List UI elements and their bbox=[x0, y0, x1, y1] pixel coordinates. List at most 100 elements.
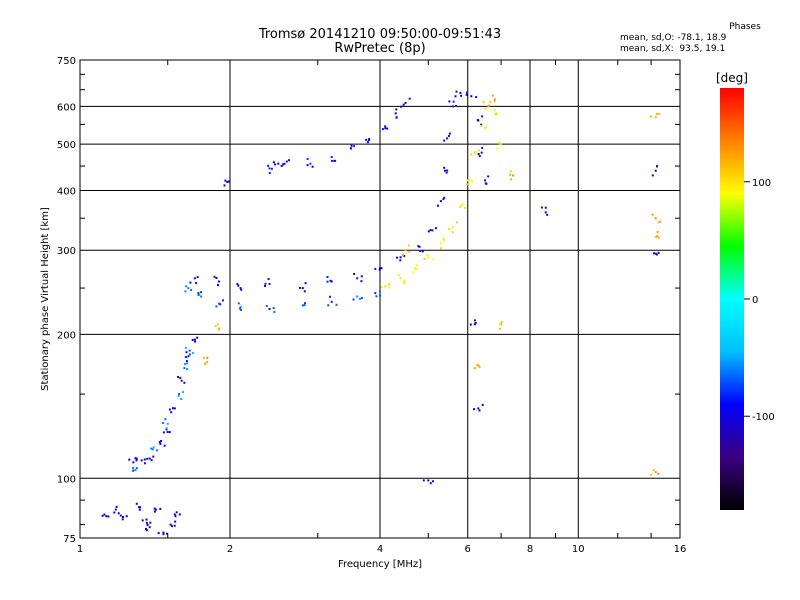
data-point bbox=[183, 367, 186, 370]
data-point bbox=[204, 362, 206, 365]
data-point bbox=[399, 259, 402, 262]
data-point bbox=[651, 174, 654, 177]
data-point bbox=[183, 381, 186, 384]
data-point bbox=[304, 302, 306, 305]
data-point bbox=[652, 252, 655, 255]
data-point bbox=[656, 112, 659, 115]
y-tick-label: 100 bbox=[57, 474, 76, 485]
data-point bbox=[185, 362, 188, 365]
colorbar-tick-label: -100 bbox=[752, 412, 775, 423]
data-point bbox=[456, 221, 459, 224]
data-point bbox=[493, 100, 496, 103]
data-points-layer bbox=[101, 90, 662, 536]
data-point bbox=[361, 297, 363, 299]
data-point bbox=[145, 518, 148, 521]
data-point bbox=[374, 267, 377, 270]
data-point bbox=[481, 403, 484, 406]
data-point bbox=[464, 207, 467, 209]
data-point bbox=[379, 267, 381, 270]
data-point bbox=[461, 202, 464, 205]
data-point bbox=[478, 155, 481, 158]
data-point bbox=[404, 249, 407, 252]
data-point bbox=[491, 94, 494, 97]
data-point bbox=[197, 292, 200, 295]
data-point bbox=[330, 156, 333, 158]
x-tick-label: 16 bbox=[674, 544, 687, 555]
data-point bbox=[194, 340, 197, 343]
data-point bbox=[381, 128, 384, 131]
data-point bbox=[175, 511, 178, 514]
data-point bbox=[429, 229, 432, 232]
data-point bbox=[217, 302, 220, 305]
data-point bbox=[359, 297, 362, 300]
data-point bbox=[162, 431, 165, 434]
data-point bbox=[546, 213, 549, 216]
data-point bbox=[299, 286, 301, 289]
data-point bbox=[285, 160, 288, 163]
data-point bbox=[223, 184, 226, 187]
data-point bbox=[656, 165, 658, 168]
data-point bbox=[152, 455, 155, 458]
data-point bbox=[485, 182, 488, 185]
data-point bbox=[402, 103, 405, 106]
data-point bbox=[168, 431, 171, 434]
data-point bbox=[274, 163, 277, 166]
data-point bbox=[394, 112, 397, 115]
data-point bbox=[443, 166, 446, 169]
data-point bbox=[268, 308, 271, 310]
phases-x-line: mean, sd,X: 93.5, 19.1 bbox=[620, 44, 726, 54]
data-point bbox=[478, 366, 481, 368]
data-point bbox=[137, 506, 140, 509]
data-point bbox=[465, 93, 468, 96]
data-point bbox=[206, 361, 209, 364]
data-point bbox=[206, 356, 209, 359]
data-point bbox=[439, 247, 442, 250]
data-point bbox=[493, 108, 496, 111]
data-point bbox=[455, 90, 458, 93]
colorbar-unit: [deg] bbox=[716, 71, 748, 85]
data-point bbox=[396, 256, 399, 259]
data-point bbox=[375, 295, 378, 298]
data-point bbox=[272, 307, 275, 310]
data-point bbox=[264, 285, 266, 287]
data-point bbox=[470, 153, 473, 156]
data-point bbox=[272, 161, 275, 164]
data-point bbox=[448, 227, 450, 230]
data-point bbox=[311, 165, 314, 168]
data-point bbox=[427, 230, 430, 233]
data-point bbox=[185, 360, 188, 363]
y-axis-ticks: 75 100 200 300 400 500 600 750 bbox=[57, 56, 680, 545]
data-point bbox=[213, 275, 216, 278]
data-point bbox=[443, 196, 446, 199]
data-point bbox=[239, 287, 242, 290]
data-point bbox=[451, 226, 454, 229]
data-point bbox=[481, 115, 484, 118]
data-point bbox=[134, 457, 137, 460]
data-point bbox=[114, 508, 117, 511]
colorbar bbox=[720, 88, 744, 510]
data-point bbox=[657, 251, 660, 254]
data-point bbox=[657, 221, 660, 224]
colorbar-ticks: 100 0 -100 bbox=[744, 178, 775, 423]
data-point bbox=[139, 506, 142, 509]
data-point bbox=[331, 159, 333, 162]
data-point bbox=[149, 521, 152, 524]
data-point bbox=[162, 533, 165, 536]
data-point bbox=[200, 295, 203, 298]
data-point bbox=[460, 94, 463, 97]
data-point bbox=[356, 295, 359, 298]
data-point bbox=[378, 268, 381, 271]
data-point bbox=[333, 159, 336, 162]
data-point bbox=[215, 277, 218, 279]
data-point bbox=[103, 513, 106, 516]
data-point bbox=[476, 119, 479, 121]
data-point bbox=[162, 531, 165, 534]
data-point bbox=[219, 303, 222, 306]
data-point bbox=[170, 411, 173, 414]
data-point bbox=[132, 467, 135, 470]
y-tick-label: 200 bbox=[57, 330, 76, 341]
data-point bbox=[479, 124, 482, 127]
data-point bbox=[384, 285, 387, 288]
data-point bbox=[267, 164, 270, 167]
data-point bbox=[146, 457, 149, 460]
